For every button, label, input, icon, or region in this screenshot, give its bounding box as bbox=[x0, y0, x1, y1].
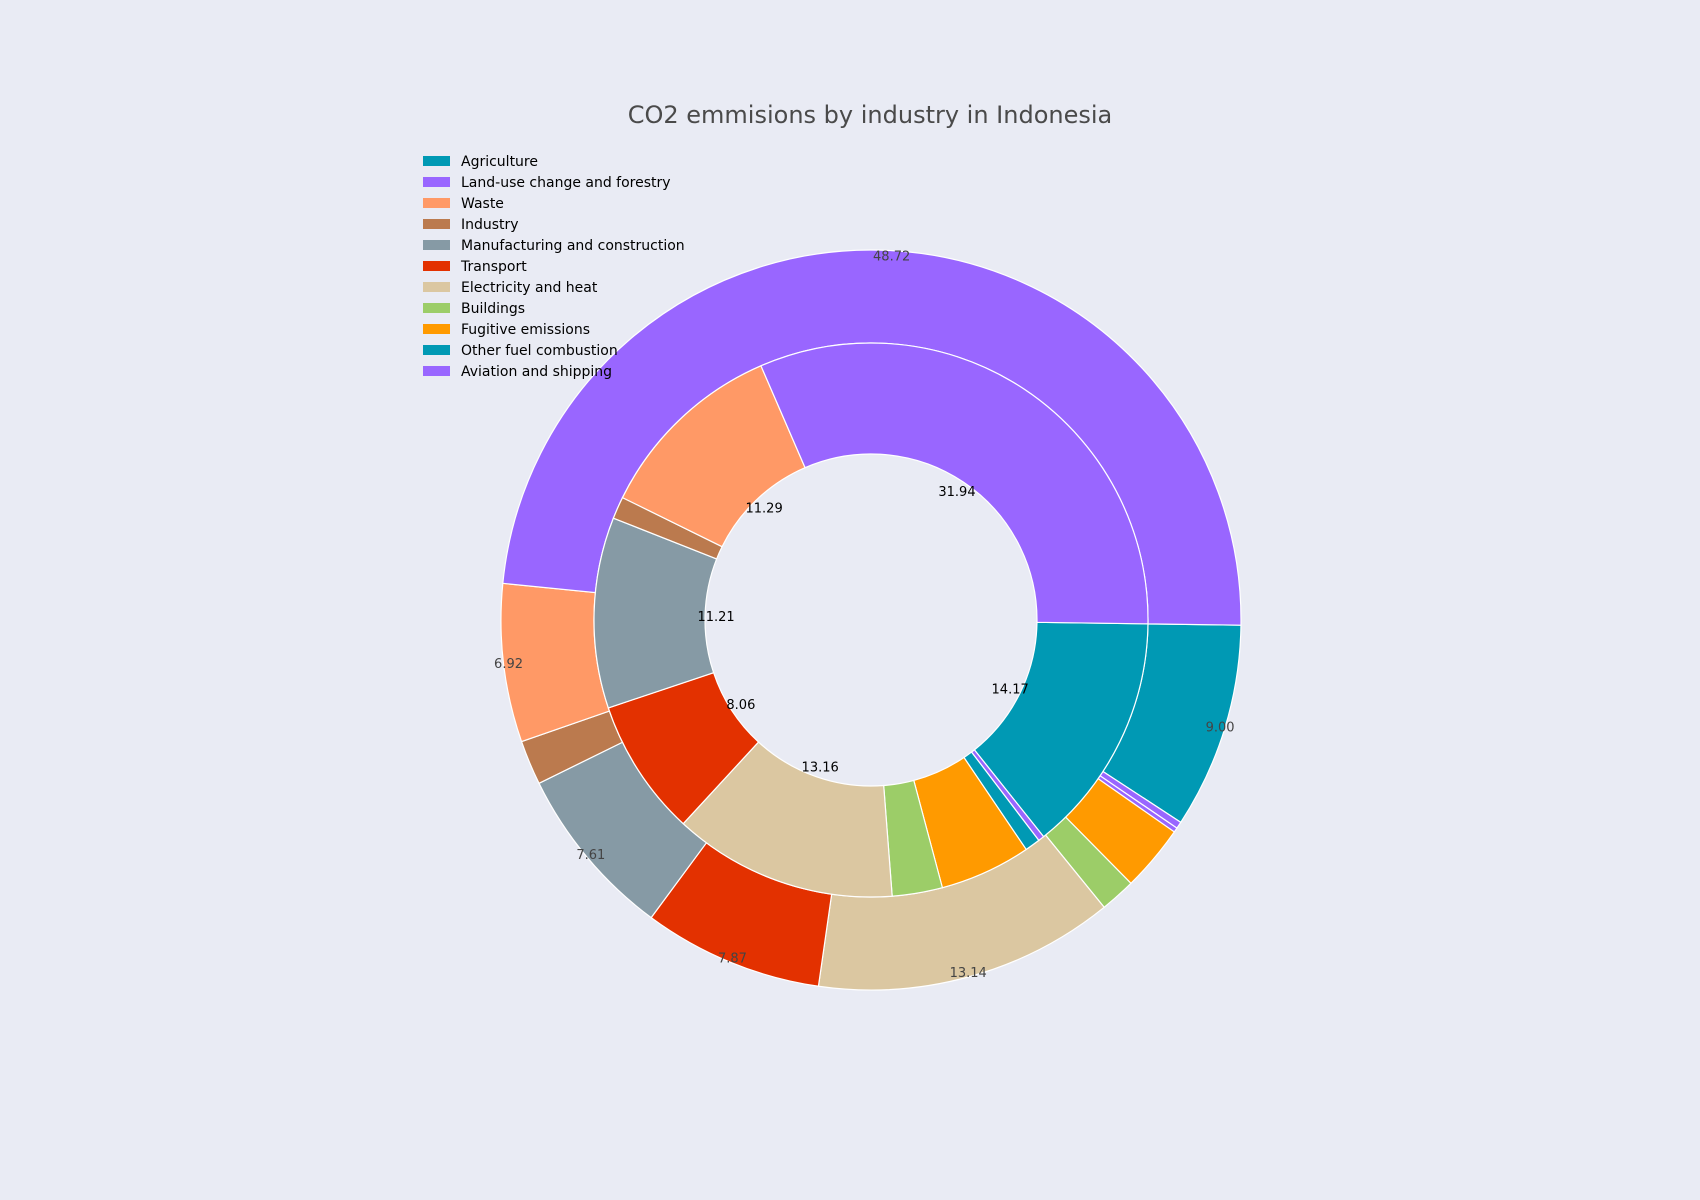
legend-item-agriculture[interactable]: Agriculture bbox=[423, 154, 538, 170]
legend-label: Land-use change and forestry bbox=[461, 175, 671, 191]
outer-label-electricity-and-heat: 13.14 bbox=[950, 966, 987, 981]
legend-swatch bbox=[423, 261, 450, 271]
legend-label: Electricity and heat bbox=[461, 280, 598, 296]
legend-swatch bbox=[423, 324, 450, 334]
legend-item-fugitive-emissions[interactable]: Fugitive emissions bbox=[423, 322, 590, 338]
inner-ring bbox=[593, 342, 1149, 898]
legend-label: Aviation and shipping bbox=[461, 364, 612, 380]
legend-swatch bbox=[423, 366, 450, 376]
legend: Agriculture Land-use change and forestry W… bbox=[423, 154, 685, 380]
legend-swatch bbox=[423, 345, 450, 355]
legend-item-land-use-change-and-forestry[interactable]: Land-use change and forestry bbox=[423, 175, 671, 191]
legend-swatch bbox=[423, 219, 450, 229]
legend-label: Buildings bbox=[461, 301, 525, 317]
legend-label: Agriculture bbox=[461, 154, 538, 170]
outer-ring-labels: 9.00 13.14 7.87 7.61 6.92 48.72 bbox=[494, 250, 1235, 981]
outer-label-waste: 6.92 bbox=[494, 657, 523, 672]
inner-label-waste: 11.29 bbox=[746, 502, 783, 517]
outer-label-manufacturing-and-construction: 7.61 bbox=[576, 848, 605, 863]
inner-label-manufacturing-and-construction: 11.21 bbox=[697, 610, 734, 625]
legend-swatch bbox=[423, 282, 450, 292]
legend-swatch bbox=[423, 240, 450, 250]
legend-item-waste[interactable]: Waste bbox=[423, 196, 504, 212]
legend-item-aviation-and-shipping[interactable]: Aviation and shipping bbox=[423, 364, 612, 380]
legend-item-transport[interactable]: Transport bbox=[423, 259, 527, 275]
legend-swatch bbox=[423, 303, 450, 313]
legend-swatch bbox=[423, 198, 450, 208]
legend-item-buildings[interactable]: Buildings bbox=[423, 301, 525, 317]
inner-label-transport: 8.06 bbox=[726, 698, 755, 713]
legend-label: Transport bbox=[460, 259, 527, 275]
inner-label-electricity-and-heat: 13.16 bbox=[802, 760, 839, 775]
outer-label-agriculture: 9.00 bbox=[1206, 721, 1235, 736]
inner-label-agriculture: 14.17 bbox=[992, 682, 1029, 697]
legend-swatch bbox=[423, 177, 450, 187]
legend-item-manufacturing-and-construction[interactable]: Manufacturing and construction bbox=[423, 238, 685, 254]
inner-label-land-use-change-and-forestry: 31.94 bbox=[938, 485, 975, 500]
chart-title: CO2 emmisions by industry in Indonesia bbox=[628, 101, 1113, 129]
legend-item-other-fuel-combustion[interactable]: Other fuel combustion bbox=[423, 343, 618, 359]
legend-label: Fugitive emissions bbox=[461, 322, 590, 338]
inner-slice-land-use-change-and-forestry bbox=[760, 342, 1149, 625]
legend-item-electricity-and-heat[interactable]: Electricity and heat bbox=[423, 280, 598, 296]
inner-ring-labels: 14.17 13.16 8.06 11.21 11.29 31.94 bbox=[697, 485, 1028, 775]
legend-label: Manufacturing and construction bbox=[461, 238, 685, 254]
legend-label: Industry bbox=[461, 217, 519, 233]
legend-item-industry[interactable]: Industry bbox=[423, 217, 519, 233]
legend-label: Other fuel combustion bbox=[461, 343, 618, 359]
outer-label-transport: 7.87 bbox=[718, 952, 747, 967]
outer-label-land-use-change-and-forestry: 48.72 bbox=[873, 250, 910, 265]
legend-swatch bbox=[423, 156, 450, 166]
legend-label: Waste bbox=[461, 196, 504, 212]
